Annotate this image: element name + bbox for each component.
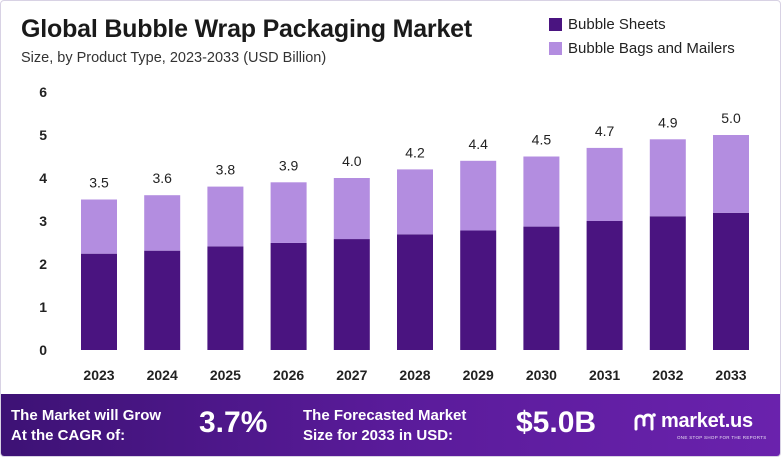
- footer-banner: The Market will Grow At the CAGR of: 3.7…: [1, 394, 780, 456]
- data-label-total: 4.0: [342, 153, 362, 169]
- x-tick-label: 2025: [210, 367, 241, 383]
- bar-segment-bubble-bags: [144, 195, 181, 251]
- bar-segment-bubble-sheets: [586, 221, 623, 350]
- bar-segment-bubble-sheets: [207, 246, 244, 350]
- x-tick-label: 2024: [147, 367, 178, 383]
- forecast-label-line2: Size for 2033 in USD:: [303, 427, 454, 444]
- data-label-total: 4.9: [658, 114, 678, 130]
- brand-logo: market.us: [634, 410, 753, 433]
- x-tick-label: 2033: [715, 367, 746, 383]
- bar-segment-bubble-sheets: [523, 226, 560, 350]
- cagr-label-line2: At the CAGR of:: [11, 427, 126, 444]
- data-label-total: 4.2: [405, 144, 425, 160]
- bar-segment-bubble-bags: [586, 147, 623, 221]
- bar-segment-bubble-sheets: [333, 239, 370, 350]
- y-tick-label: 6: [39, 84, 47, 100]
- legend-item-bubble-bags: Bubble Bags and Mailers: [549, 37, 735, 59]
- bar-segment-bubble-sheets: [713, 212, 749, 350]
- y-tick-label: 1: [39, 299, 47, 315]
- x-tick-label: 2027: [336, 367, 367, 383]
- brand-name: market.us: [661, 410, 753, 432]
- cagr-label-line1: The Market will Grow: [11, 407, 162, 424]
- market-us-logo-icon: [634, 412, 656, 430]
- legend-item-bubble-sheets: Bubble Sheets: [549, 13, 735, 35]
- chart-title: Global Bubble Wrap Packaging Market: [21, 15, 472, 43]
- data-label-total: 4.4: [468, 136, 488, 152]
- data-label-total: 3.8: [216, 162, 236, 178]
- bar-segment-bubble-bags: [523, 156, 560, 227]
- forecast-label: The Forecasted Market Size for 2033 in U…: [303, 406, 466, 446]
- bar-segment-bubble-bags: [713, 135, 749, 213]
- y-tick-label: 5: [39, 127, 47, 143]
- chart-subtitle: Size, by Product Type, 2023-2033 (USD Bi…: [21, 50, 327, 66]
- x-tick-label: 2031: [589, 367, 620, 383]
- x-tick-label: 2023: [83, 367, 114, 383]
- cagr-value: 3.7%: [199, 406, 268, 439]
- data-label-total: 4.7: [595, 123, 615, 139]
- bar-segment-bubble-bags: [460, 160, 497, 231]
- data-label-total: 3.9: [279, 157, 299, 173]
- data-label-total: 3.5: [89, 175, 109, 191]
- bar-chart: 0 1 2 3 4 5 6 3.5 2023 3.6 2024 3.8 2025 3.9 2026 4.0 20…: [39, 84, 749, 383]
- data-label-total: 3.6: [152, 170, 172, 186]
- data-label-total: 5.0: [721, 110, 741, 126]
- x-tick-label: 2032: [652, 367, 683, 383]
- legend-label-bubble-sheets: Bubble Sheets: [568, 15, 666, 33]
- bar-segment-bubble-sheets: [397, 234, 433, 350]
- legend-label-bubble-bags: Bubble Bags and Mailers: [568, 39, 735, 57]
- bar-segment-bubble-sheets: [460, 230, 497, 350]
- bar-segment-bubble-bags: [333, 178, 370, 240]
- y-tick-label: 3: [39, 213, 47, 229]
- bar-segment-bubble-bags: [81, 199, 117, 254]
- legend: Bubble Sheets Bubble Bags and Mailers: [549, 13, 735, 61]
- bar-segment-bubble-bags: [207, 186, 244, 247]
- legend-swatch-bubble-sheets: [549, 17, 562, 31]
- forecast-label-line1: The Forecasted Market: [303, 407, 467, 424]
- y-tick-label: 0: [39, 342, 47, 358]
- brand-tagline: ONE STOP SHOP FOR THE REPORTS: [677, 435, 767, 440]
- y-tick-label: 2: [39, 256, 47, 272]
- bar-segment-bubble-sheets: [270, 242, 307, 350]
- data-label-total: 4.5: [532, 132, 552, 148]
- bar-segment-bubble-sheets: [144, 250, 181, 350]
- forecast-value: $5.0B: [516, 406, 597, 439]
- cagr-label: The Market will Grow At the CAGR of:: [11, 406, 161, 446]
- bar-segment-bubble-bags: [649, 139, 686, 217]
- x-tick-label: 2029: [463, 367, 494, 383]
- legend-swatch-bubble-bags: [549, 41, 562, 55]
- bar-segment-bubble-bags: [397, 169, 433, 235]
- y-tick-label: 4: [39, 170, 47, 186]
- x-tick-label: 2030: [526, 367, 557, 383]
- x-tick-label: 2028: [399, 367, 430, 383]
- x-tick-label: 2026: [273, 367, 304, 383]
- bar-segment-bubble-sheets: [649, 216, 686, 350]
- bar-segment-bubble-sheets: [81, 253, 117, 350]
- bar-segment-bubble-bags: [270, 182, 307, 243]
